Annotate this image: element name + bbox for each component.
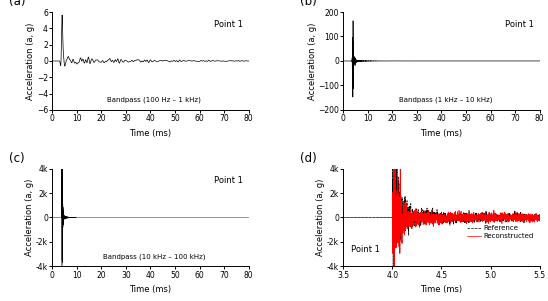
Reconstructed [496,213,503,217]
Reconstructed [405,222,412,226]
X-axis label: Time (ms): Time (ms) [129,129,172,138]
Text: (b): (b) [300,0,317,8]
Reconstructed [441,220,447,224]
Reference [389,103,396,106]
Legend: Reference, Reconstructed: Reference, Reconstructed [464,222,536,242]
Reference [441,212,447,216]
X-axis label: Time (ms): Time (ms) [129,285,172,294]
X-axis label: Time (ms): Time (ms) [420,285,463,294]
Y-axis label: Acceleration (a, g): Acceleration (a, g) [25,179,35,256]
Text: Point 1: Point 1 [214,176,243,185]
X-axis label: Time (ms): Time (ms) [420,129,463,138]
Y-axis label: Acceleration (a, g): Acceleration (a, g) [307,22,317,100]
Reference [469,213,476,217]
Y-axis label: Acceleration (a, g): Acceleration (a, g) [316,179,326,256]
Reference [390,291,396,295]
Text: Point 1: Point 1 [505,20,534,29]
Text: (c): (c) [9,152,25,165]
Reference [487,214,493,218]
Reference [496,220,503,224]
Text: Bandpass (100 Hz – 1 kHz): Bandpass (100 Hz – 1 kHz) [107,97,201,103]
Reconstructed [340,216,346,219]
Reference [340,216,346,219]
Reconstructed [469,216,476,220]
Reference [340,216,346,219]
Text: Bandpass (10 kHz – 100 kHz): Bandpass (10 kHz – 100 kHz) [103,253,206,259]
Text: Point 1: Point 1 [351,245,380,254]
Text: Point 1: Point 1 [214,20,243,29]
Reconstructed [340,216,346,219]
Reconstructed [487,219,493,222]
Text: (a): (a) [9,0,25,8]
Text: (d): (d) [300,152,317,165]
Y-axis label: Acceleration (a, g): Acceleration (a, g) [26,22,35,100]
Reconstructed [391,271,398,275]
Text: Bandpass (1 kHz – 10 kHz): Bandpass (1 kHz – 10 kHz) [398,97,492,103]
Reconstructed [536,213,543,216]
Line: Reconstructed: Reconstructed [343,160,540,273]
Reference [536,214,543,218]
Reconstructed [392,158,399,162]
Reference [405,218,412,222]
Line: Reference: Reference [343,104,540,293]
